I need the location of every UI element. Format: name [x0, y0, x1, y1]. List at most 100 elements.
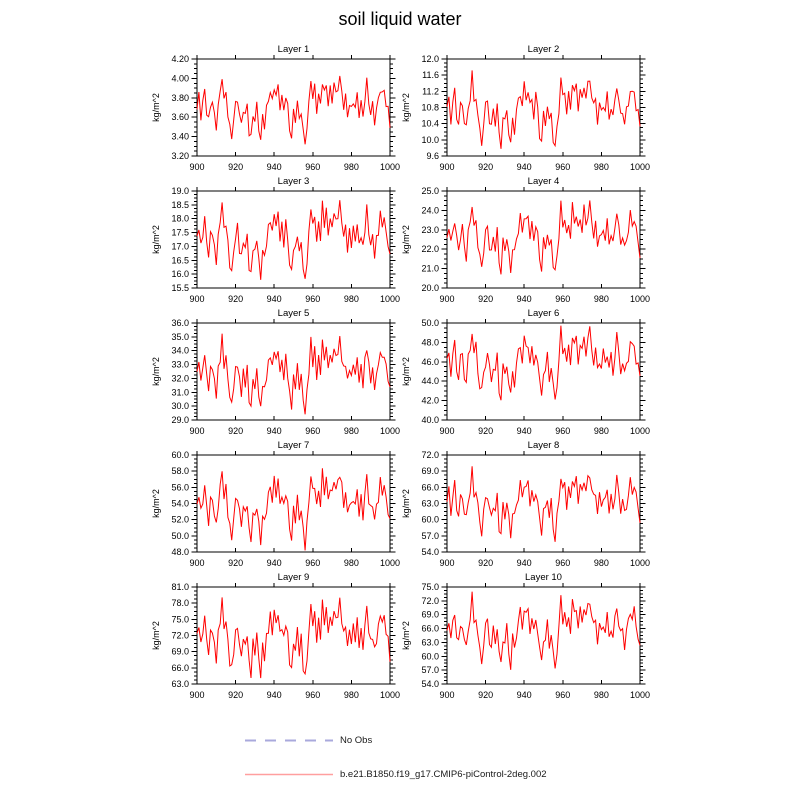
y-tick-label: 50.0	[171, 531, 189, 541]
x-tick-label: 900	[189, 294, 204, 304]
y-axis-label: kg/m^2	[401, 489, 411, 518]
y-tick-label: 69.0	[421, 610, 439, 620]
x-tick-label: 940	[267, 426, 282, 436]
x-tick-label: 960	[555, 162, 570, 172]
y-tick-label: 17.0	[171, 241, 189, 251]
x-tick-label: 920	[228, 558, 243, 568]
y-tick-label: 25.0	[421, 186, 439, 196]
y-tick-label: 19.0	[171, 186, 189, 196]
y-axis-label: kg/m^2	[151, 621, 161, 650]
panel-title: Layer 4	[528, 176, 560, 187]
panel-chart-2: Layer 2 900 920 940 960 980 1000 12.0 11.6 11.2 10…	[401, 44, 650, 172]
panel-chart-9: Layer 9 900 920 940 960 980 1000 81.0 78.0 75.0 72…	[151, 572, 400, 700]
x-tick-label: 960	[305, 294, 320, 304]
panel-layer-7: Layer 7 900 920 940 960 980 1000 60.0 58.0 56.0 54…	[137, 435, 407, 570]
series-line	[196, 468, 391, 551]
y-tick-label: 46.0	[421, 357, 439, 367]
y-tick-label: 54.0	[171, 499, 189, 509]
y-tick-label: 50.0	[421, 318, 439, 328]
x-tick-label: 1000	[630, 690, 650, 700]
y-tick-label: 56.0	[171, 482, 189, 492]
panel-chart-4: Layer 4 900 920 940 960 980 1000 25.0 24.0 23.0 22…	[401, 176, 650, 304]
y-tick-label: 3.60	[171, 112, 189, 122]
y-tick-label: 60.0	[171, 450, 189, 460]
legend-label-run: b.e21.B1850.f19_g17.CMIP6-piControl-2deg…	[340, 769, 547, 780]
series-line	[446, 466, 641, 542]
y-tick-label: 44.0	[421, 376, 439, 386]
y-tick-label: 78.0	[171, 598, 189, 608]
x-tick-label: 920	[478, 426, 493, 436]
x-tick-label: 1000	[380, 690, 400, 700]
panel-chart-10: Layer 10 900 920 940 960 980 1000 75.0 72.0 69.0 6…	[401, 572, 650, 700]
panel-layer-8: Layer 8 900 920 940 960 980 1000 72.0 69.0 66.0 63…	[387, 435, 657, 570]
x-tick-label: 900	[189, 558, 204, 568]
x-tick-label: 980	[344, 426, 359, 436]
y-tick-label: 63.0	[171, 679, 189, 689]
y-axis-label: kg/m^2	[151, 225, 161, 254]
y-tick-label: 48.0	[171, 547, 189, 557]
y-tick-label: 63.0	[421, 637, 439, 647]
x-tick-label: 1000	[380, 294, 400, 304]
y-tick-label: 11.6	[422, 70, 439, 80]
y-tick-label: 60.0	[421, 651, 439, 661]
y-tick-label: 24.0	[421, 205, 439, 215]
y-tick-label: 75.0	[421, 582, 439, 592]
y-tick-label: 3.80	[171, 93, 189, 103]
x-tick-label: 900	[439, 690, 454, 700]
y-tick-label: 16.5	[171, 255, 189, 265]
y-tick-label: 57.0	[421, 665, 439, 675]
y-tick-label: 12.0	[421, 54, 439, 64]
y-tick-label: 3.40	[171, 132, 189, 142]
panel-title: Layer 3	[278, 176, 310, 187]
y-tick-label: 72.0	[421, 450, 439, 460]
x-tick-label: 980	[594, 162, 609, 172]
x-tick-label: 940	[267, 162, 282, 172]
panel-title: Layer 5	[278, 308, 310, 319]
run-solid-line-icon	[245, 773, 333, 776]
y-tick-label: 10.8	[421, 103, 439, 113]
y-tick-label: 21.0	[421, 264, 439, 274]
x-tick-label: 920	[478, 690, 493, 700]
panel-chart-3: Layer 3 900 920 940 960 980 1000 19.0 18.5 18.0 17…	[151, 176, 400, 304]
y-tick-label: 66.0	[421, 624, 439, 634]
x-tick-label: 960	[555, 426, 570, 436]
x-tick-label: 960	[305, 162, 320, 172]
panel-layer-10: Layer 10 900 920 940 960 980 1000 75.0 72.0 69.0 6…	[387, 567, 657, 702]
x-tick-label: 940	[267, 558, 282, 568]
x-tick-label: 1000	[630, 162, 650, 172]
y-tick-label: 36.0	[171, 318, 189, 328]
y-tick-label: 15.5	[171, 283, 189, 293]
x-tick-label: 940	[267, 294, 282, 304]
x-tick-label: 920	[228, 690, 243, 700]
series-line	[446, 325, 641, 401]
y-tick-label: 52.0	[171, 515, 189, 525]
y-axis-label: kg/m^2	[401, 225, 411, 254]
panel-title: Layer 2	[528, 44, 560, 55]
axis-box	[446, 454, 641, 553]
panel-layer-3: Layer 3 900 920 940 960 980 1000 19.0 18.5 18.0 17…	[137, 171, 407, 306]
y-tick-label: 18.0	[171, 214, 189, 224]
x-tick-label: 940	[517, 690, 532, 700]
legend-label-no-obs: No Obs	[340, 735, 373, 746]
panel-layer-9: Layer 9 900 920 940 960 980 1000 81.0 78.0 75.0 72…	[137, 567, 407, 702]
panel-chart-8: Layer 8 900 920 940 960 980 1000 72.0 69.0 66.0 63…	[401, 440, 650, 568]
x-tick-label: 980	[344, 162, 359, 172]
y-axis-label: kg/m^2	[151, 93, 161, 122]
y-tick-label: 30.0	[171, 401, 189, 411]
x-tick-label: 980	[344, 690, 359, 700]
y-axis-label: kg/m^2	[401, 357, 411, 386]
panel-layer-1: Layer 1 900 920 940 960 980 1000 4.20 4.00 3.80 3.…	[137, 39, 407, 174]
panel-title: Layer 6	[528, 308, 560, 319]
y-tick-label: 63.0	[421, 499, 439, 509]
y-tick-label: 54.0	[421, 679, 439, 689]
x-tick-label: 940	[517, 162, 532, 172]
x-tick-label: 920	[228, 294, 243, 304]
axis-box	[446, 58, 641, 157]
x-tick-label: 1000	[380, 426, 400, 436]
y-tick-label: 10.0	[421, 135, 439, 145]
y-axis-label: kg/m^2	[401, 93, 411, 122]
y-tick-label: 18.5	[171, 200, 189, 210]
y-tick-label: 9.6	[426, 151, 439, 161]
x-tick-label: 920	[478, 558, 493, 568]
